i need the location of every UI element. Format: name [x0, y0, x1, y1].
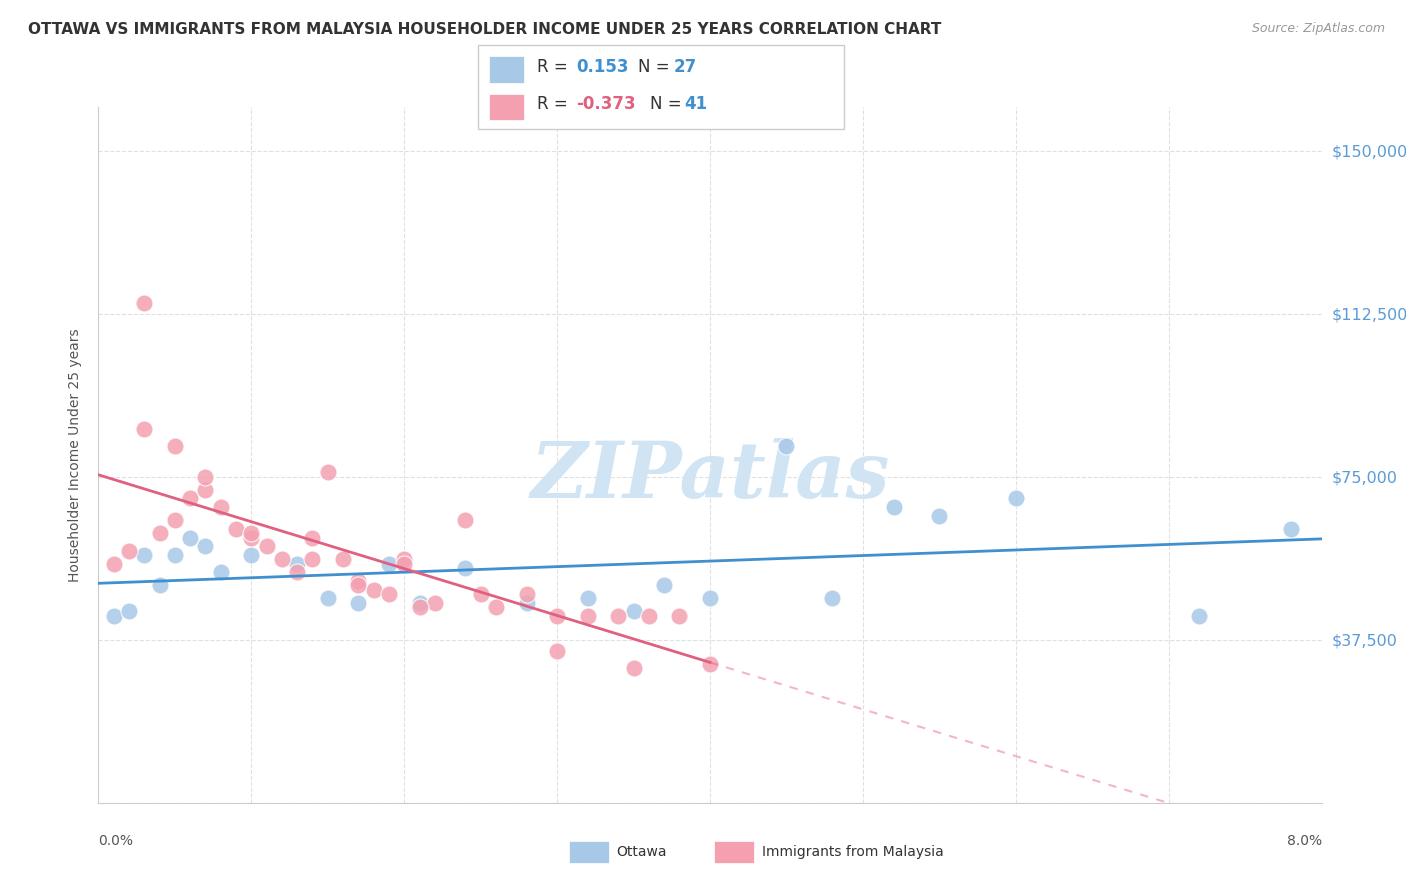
Text: Source: ZipAtlas.com: Source: ZipAtlas.com — [1251, 22, 1385, 36]
Text: OTTAWA VS IMMIGRANTS FROM MALAYSIA HOUSEHOLDER INCOME UNDER 25 YEARS CORRELATION: OTTAWA VS IMMIGRANTS FROM MALAYSIA HOUSE… — [28, 22, 942, 37]
Text: 0.0%: 0.0% — [98, 834, 134, 848]
Point — [194, 469, 217, 483]
Point — [607, 608, 630, 623]
Point — [163, 439, 186, 453]
Text: N =: N = — [650, 95, 686, 113]
Point — [118, 605, 141, 619]
Point — [546, 643, 568, 657]
Point — [149, 526, 172, 541]
Point — [194, 483, 217, 497]
Point — [699, 657, 721, 671]
Point — [392, 557, 416, 571]
Point — [118, 543, 141, 558]
Text: -0.373: -0.373 — [576, 95, 636, 113]
Point — [378, 557, 401, 571]
Y-axis label: Householder Income Under 25 years: Householder Income Under 25 years — [69, 328, 83, 582]
Point — [392, 552, 416, 566]
Point — [928, 508, 950, 523]
Text: 8.0%: 8.0% — [1286, 834, 1322, 848]
Text: N =: N = — [638, 58, 675, 76]
Point — [285, 566, 308, 580]
Text: R =: R = — [537, 95, 574, 113]
Point — [179, 491, 201, 506]
Point — [576, 608, 599, 623]
Point — [285, 557, 308, 571]
Text: ZIPatlas: ZIPatlas — [530, 438, 890, 514]
Point — [179, 531, 201, 545]
Point — [301, 531, 323, 545]
Point — [652, 578, 675, 592]
Point — [347, 578, 370, 592]
Point — [408, 596, 430, 610]
Point — [225, 522, 247, 536]
Point — [1279, 522, 1302, 536]
Point — [623, 605, 645, 619]
Point — [301, 552, 323, 566]
Point — [347, 574, 370, 588]
Point — [821, 591, 844, 606]
Point — [485, 600, 508, 615]
Point — [623, 661, 645, 675]
Text: 27: 27 — [673, 58, 697, 76]
Point — [423, 596, 446, 610]
Point — [454, 513, 477, 527]
Point — [194, 539, 217, 553]
Point — [240, 526, 263, 541]
Point — [775, 439, 797, 453]
Point — [699, 591, 721, 606]
Text: Ottawa: Ottawa — [616, 845, 666, 859]
Point — [149, 578, 172, 592]
Point — [516, 596, 538, 610]
Point — [316, 591, 339, 606]
Point — [883, 500, 905, 514]
Point — [408, 600, 430, 615]
Point — [134, 295, 156, 310]
Point — [347, 596, 370, 610]
Point — [134, 422, 156, 436]
Point — [103, 608, 125, 623]
Point — [470, 587, 492, 601]
Point — [516, 587, 538, 601]
Text: 0.153: 0.153 — [576, 58, 628, 76]
Text: 41: 41 — [685, 95, 707, 113]
Point — [637, 608, 661, 623]
Point — [454, 561, 477, 575]
Point — [209, 500, 232, 514]
Point — [163, 513, 186, 527]
Point — [134, 548, 156, 562]
Point — [1188, 608, 1211, 623]
Point — [163, 548, 186, 562]
Text: Immigrants from Malaysia: Immigrants from Malaysia — [762, 845, 943, 859]
Point — [240, 548, 263, 562]
Point — [546, 608, 568, 623]
Point — [103, 557, 125, 571]
Text: R =: R = — [537, 58, 574, 76]
Point — [270, 552, 294, 566]
Point — [240, 531, 263, 545]
Point — [378, 587, 401, 601]
Point — [363, 582, 385, 597]
Point — [256, 539, 278, 553]
Point — [576, 591, 599, 606]
Point — [209, 566, 232, 580]
Point — [316, 466, 339, 480]
Point — [668, 608, 690, 623]
Point — [332, 552, 354, 566]
Point — [1004, 491, 1026, 506]
